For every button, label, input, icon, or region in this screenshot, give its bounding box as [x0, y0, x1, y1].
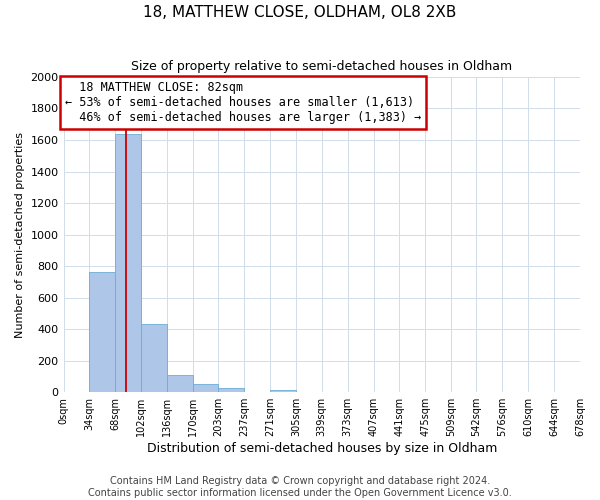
- Y-axis label: Number of semi-detached properties: Number of semi-detached properties: [15, 132, 25, 338]
- Text: 18, MATTHEW CLOSE, OLDHAM, OL8 2XB: 18, MATTHEW CLOSE, OLDHAM, OL8 2XB: [143, 5, 457, 20]
- Text: 18 MATTHEW CLOSE: 82sqm
← 53% of semi-detached houses are smaller (1,613)
  46% : 18 MATTHEW CLOSE: 82sqm ← 53% of semi-de…: [65, 81, 421, 124]
- Bar: [89, 272, 115, 392]
- Bar: [115, 134, 141, 392]
- Bar: [218, 388, 244, 392]
- X-axis label: Distribution of semi-detached houses by size in Oldham: Distribution of semi-detached houses by …: [146, 442, 497, 455]
- Bar: [167, 375, 193, 392]
- Title: Size of property relative to semi-detached houses in Oldham: Size of property relative to semi-detach…: [131, 60, 512, 73]
- Bar: [270, 390, 296, 392]
- Bar: [193, 384, 218, 392]
- Bar: [141, 324, 167, 392]
- Text: Contains HM Land Registry data © Crown copyright and database right 2024.
Contai: Contains HM Land Registry data © Crown c…: [88, 476, 512, 498]
